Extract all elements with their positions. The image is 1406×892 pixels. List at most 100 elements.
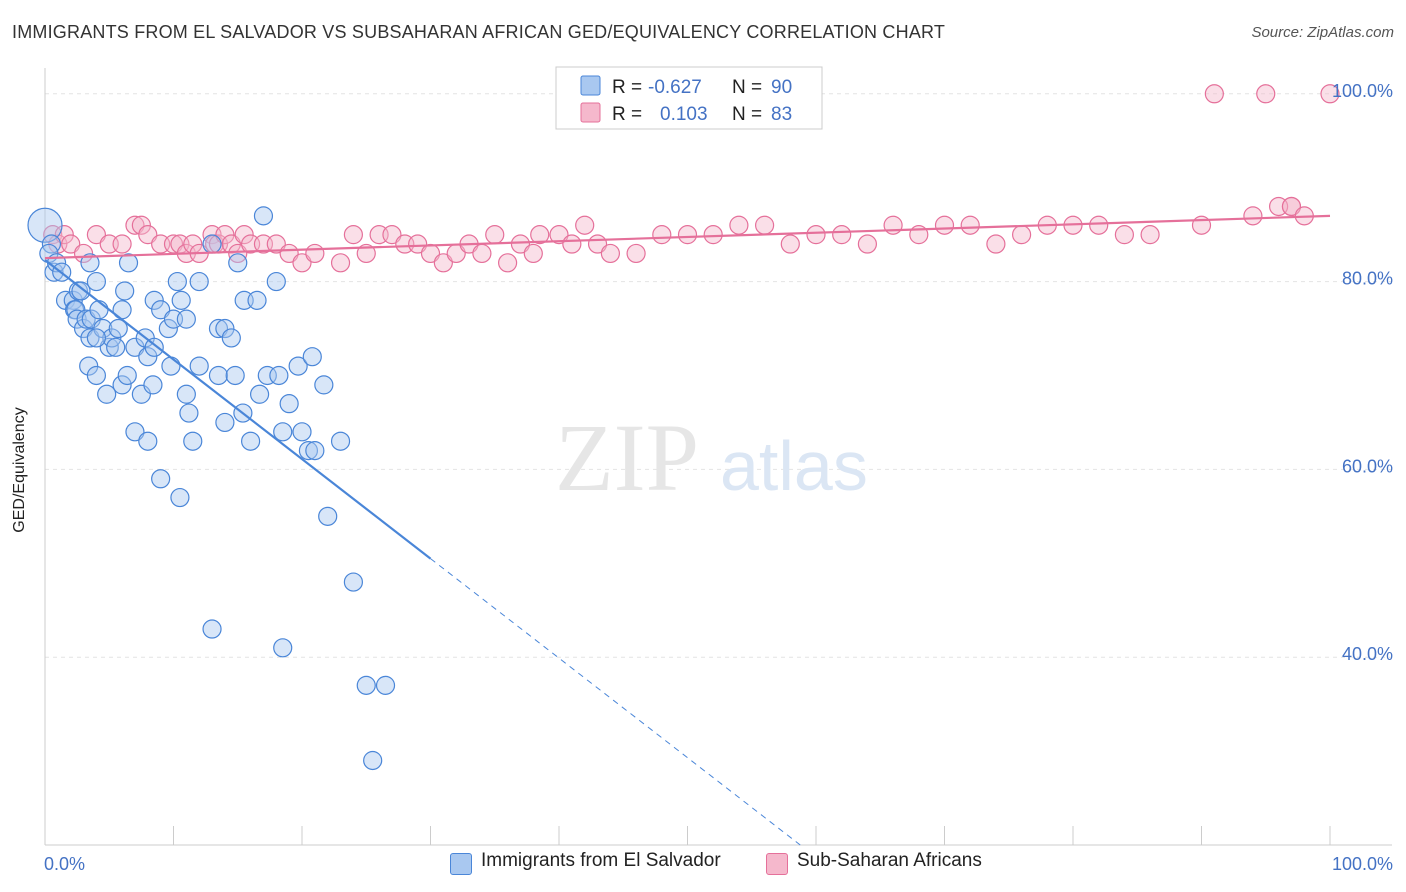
blue-point-82 — [202, 619, 222, 639]
pink-point-42 — [485, 225, 505, 245]
blue-point-86 — [363, 750, 383, 771]
blue-point-73 — [241, 431, 261, 451]
blue-point-30 — [144, 290, 164, 310]
pink-point-43 — [498, 253, 518, 273]
pink-point-56 — [729, 215, 749, 235]
blue-point-55 — [176, 384, 196, 404]
blue-point-44 — [247, 290, 267, 310]
blue-point-84 — [356, 675, 376, 695]
pink-point-28 — [292, 253, 312, 273]
blue-point-26 — [118, 253, 139, 273]
blue-point-37 — [189, 271, 209, 292]
blue-point-32 — [158, 318, 178, 339]
blue-point-77 — [305, 441, 325, 461]
pink-point-59 — [806, 225, 826, 245]
pink-point-72 — [1140, 225, 1160, 245]
blue-point-70 — [125, 422, 145, 442]
blue-point-39 — [208, 318, 229, 339]
blue-point-40 — [215, 318, 235, 339]
pink-point-53 — [652, 225, 672, 245]
pink-point-29 — [305, 243, 325, 264]
pink-point-34 — [382, 225, 402, 245]
pink-point-47 — [549, 225, 569, 245]
pink-point-9 — [131, 215, 151, 235]
blue-point-18 — [80, 328, 100, 348]
y-tick-label-0: 40.0% — [1342, 644, 1393, 664]
pink-point-32 — [356, 243, 376, 264]
blue-point-42 — [228, 253, 248, 273]
blue-point-65 — [279, 394, 299, 414]
blue-point-62 — [249, 384, 270, 404]
chart-title: IMMIGRANTS FROM EL SALVADOR VS SUBSAHARA… — [12, 22, 946, 42]
stats-legend: R = -0.627 N = 90 R = 0.103 N = 83 — [555, 66, 823, 130]
pink-point-71 — [1114, 225, 1135, 245]
source-credit: Source: ZipAtlas.com — [1251, 24, 1394, 41]
watermark-atlas: atlas — [720, 427, 868, 505]
legend-blue-swatch — [580, 75, 601, 96]
blue-point-58 — [208, 365, 229, 386]
pink-point-48 — [562, 234, 582, 254]
blue-point-13 — [80, 253, 100, 273]
pink-point-44 — [510, 234, 531, 254]
blue-point-12 — [86, 271, 107, 292]
legend-blue-n-label: N = — [732, 77, 762, 98]
pink-point-20 — [215, 225, 235, 245]
x-tick-label-start: 0.0% — [44, 854, 85, 874]
blue-point-83 — [273, 638, 293, 658]
blue-point-23 — [108, 318, 128, 339]
blue-point-0 — [27, 207, 63, 243]
blue-point-48 — [86, 365, 107, 386]
pink-point-7 — [112, 234, 132, 254]
legend-pink-r-value: 0.103 — [660, 104, 708, 125]
axes — [44, 68, 1392, 846]
watermark: ZIP atlas — [555, 404, 868, 511]
pink-point-65 — [960, 215, 980, 235]
pink-point-70 — [1089, 215, 1109, 235]
blue-point-64 — [269, 365, 289, 386]
legend-blue-r-label: R = — [612, 77, 642, 98]
pink-point-31 — [343, 225, 363, 245]
blue-trend-extension — [430, 558, 801, 846]
blue-point-88 — [106, 337, 126, 357]
pink-point-78 — [1204, 84, 1224, 104]
pink-point-3 — [61, 234, 81, 254]
pink-point-76 — [1320, 84, 1340, 104]
legend-pink-r-label: R = — [612, 104, 642, 125]
blue-point-87 — [86, 328, 107, 348]
blue-point-68 — [314, 375, 334, 395]
legend-blue-r-value: -0.627 — [648, 77, 702, 98]
blue-point-80 — [318, 506, 338, 526]
y-tick-label-2: 80.0% — [1342, 269, 1393, 289]
pink-point-77 — [1256, 84, 1276, 104]
blue-point-89 — [144, 337, 164, 357]
blue-trend-line — [44, 259, 432, 560]
pink-point-5 — [86, 225, 107, 245]
blue-point-25 — [115, 281, 135, 301]
blue-point-57 — [189, 356, 209, 376]
blue-point-63 — [257, 365, 277, 386]
bottom-legend-pink-swatch — [766, 853, 788, 875]
blue-point-67 — [302, 347, 322, 367]
pink-point-54 — [677, 225, 698, 245]
blue-point-51 — [117, 365, 137, 386]
blue-point-50 — [112, 375, 132, 395]
y-tick-label-3: 100.0% — [1332, 81, 1393, 101]
pink-point-66 — [986, 234, 1006, 254]
blue-point-22 — [102, 328, 122, 348]
pink-trend-line — [44, 214, 1331, 260]
trend-lines — [44, 214, 1331, 846]
pink-point-61 — [857, 234, 878, 254]
blue-point-56 — [179, 403, 199, 423]
blue-point-59 — [215, 412, 235, 433]
pink-point-49 — [575, 215, 595, 235]
blue-point-35 — [171, 290, 191, 310]
blue-point-53 — [143, 375, 163, 395]
y-tick-label-1: 60.0% — [1342, 456, 1393, 476]
pink-point-62 — [883, 215, 903, 235]
watermark-zip: ZIP — [555, 404, 699, 511]
pink-point-38 — [433, 253, 453, 273]
pink-point-41 — [472, 243, 492, 264]
blue-point-66 — [288, 356, 308, 376]
legend-blue-n-value: 90 — [771, 77, 792, 98]
blue-point-75 — [292, 422, 312, 442]
